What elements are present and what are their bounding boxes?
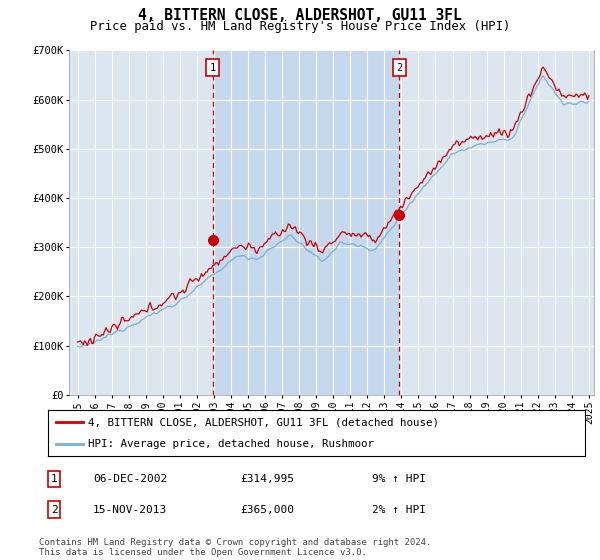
Text: Price paid vs. HM Land Registry's House Price Index (HPI): Price paid vs. HM Land Registry's House …: [90, 20, 510, 32]
Text: £365,000: £365,000: [240, 505, 294, 515]
Text: 15-NOV-2013: 15-NOV-2013: [93, 505, 167, 515]
Text: 9% ↑ HPI: 9% ↑ HPI: [372, 474, 426, 484]
Text: £314,995: £314,995: [240, 474, 294, 484]
Text: 4, BITTERN CLOSE, ALDERSHOT, GU11 3FL: 4, BITTERN CLOSE, ALDERSHOT, GU11 3FL: [138, 8, 462, 24]
Text: 2% ↑ HPI: 2% ↑ HPI: [372, 505, 426, 515]
Text: HPI: Average price, detached house, Rushmoor: HPI: Average price, detached house, Rush…: [88, 439, 374, 449]
Bar: [212, 50, 400, 395]
Text: 1: 1: [50, 474, 58, 484]
Text: 06-DEC-2002: 06-DEC-2002: [93, 474, 167, 484]
Text: Contains HM Land Registry data © Crown copyright and database right 2024.
This d: Contains HM Land Registry data © Crown c…: [39, 538, 431, 557]
Text: 4, BITTERN CLOSE, ALDERSHOT, GU11 3FL (detached house): 4, BITTERN CLOSE, ALDERSHOT, GU11 3FL (d…: [88, 417, 439, 427]
Text: 2: 2: [396, 63, 403, 73]
Text: 1: 1: [209, 63, 215, 73]
Text: 2: 2: [50, 505, 58, 515]
